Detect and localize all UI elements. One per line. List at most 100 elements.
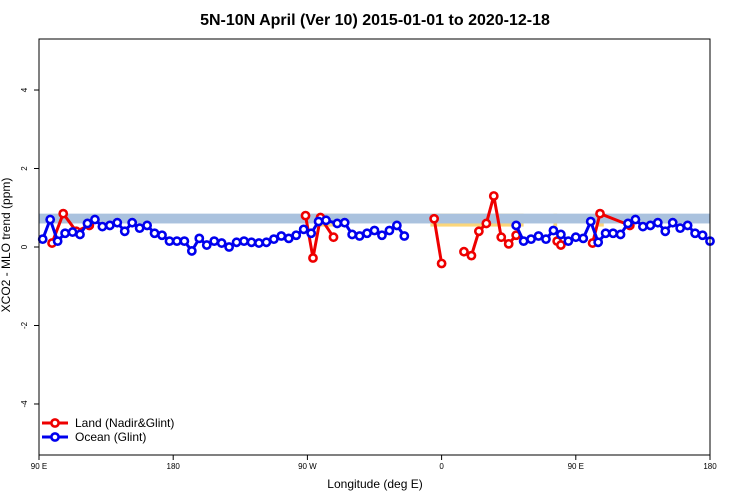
y-axis: -4 -2 0 2 4 [20, 87, 39, 408]
data-point [90, 214, 100, 225]
x-tick-label: 90 W [298, 462, 317, 471]
data-point [541, 234, 551, 245]
data-point [384, 225, 395, 236]
x-tick-label: 180 [703, 462, 717, 471]
legend-item: Land (Nadir&Glint) [42, 416, 174, 430]
data-point [119, 226, 130, 237]
data-point [652, 217, 663, 228]
data-point [488, 191, 499, 201]
x-axis-label: Longitude (deg E) [327, 477, 422, 491]
data-point [578, 233, 589, 244]
y-tick-label: 0 [20, 244, 29, 249]
data-point [518, 236, 529, 247]
reference-band [39, 213, 710, 224]
data-point [239, 236, 249, 247]
data-point [283, 233, 294, 244]
data-point [496, 232, 507, 243]
data-point [82, 218, 93, 229]
y-axis-label: XCO2 - MLO trend (ppm) [0, 178, 13, 313]
data-point [362, 228, 372, 239]
data-point [298, 224, 309, 235]
chart-title: 5N-10N April (Ver 10) 2015-01-01 to 2020… [200, 12, 550, 29]
data-point [339, 217, 350, 228]
data-point [261, 237, 272, 248]
data-point [347, 229, 358, 240]
data-point [313, 216, 324, 227]
x-tick-label: 180 [167, 462, 181, 471]
data-point [300, 210, 311, 221]
plot-frame [38, 38, 711, 456]
data-point [429, 213, 440, 224]
data-point [308, 253, 318, 263]
legend-marker [50, 418, 60, 428]
y-tick-label: 2 [20, 166, 29, 171]
data-point [332, 218, 343, 229]
data-point [75, 229, 85, 240]
data-point [436, 258, 447, 269]
data-point [548, 225, 559, 236]
data-point [231, 237, 242, 248]
data-point [533, 231, 544, 241]
data-point [675, 223, 686, 234]
x-tick-label: 90 E [31, 462, 47, 471]
data-point [164, 236, 175, 247]
data-point [391, 220, 402, 231]
legend-label: Land (Nadir&Glint) [75, 416, 174, 430]
data-point [667, 217, 678, 228]
data-point [328, 232, 339, 243]
data-point [690, 228, 700, 239]
data-point [149, 228, 160, 239]
data-point [595, 208, 605, 219]
data-point [67, 227, 78, 237]
data-point [459, 246, 469, 257]
data-point [377, 230, 387, 241]
data-point [608, 228, 618, 239]
legend-label: Ocean (Glint) [75, 430, 146, 444]
data-point [291, 230, 302, 241]
data-point [142, 220, 153, 231]
series-layer [37, 191, 715, 269]
data-point [697, 230, 708, 241]
data-point [134, 223, 145, 234]
data-point [555, 229, 566, 240]
data-point [354, 231, 365, 241]
data-point [172, 236, 182, 247]
data-point [194, 233, 205, 244]
data-point [246, 237, 257, 248]
legend-marker [50, 432, 60, 442]
data-point [526, 234, 536, 245]
data-point [112, 217, 123, 228]
data-point [503, 238, 514, 249]
data-point [52, 236, 63, 247]
data-point [37, 234, 48, 245]
x-tick-label: 90 E [568, 462, 584, 471]
data-point [481, 218, 492, 229]
data-point [216, 238, 227, 248]
data-point [399, 231, 410, 241]
data-point [593, 237, 604, 248]
data-point [369, 225, 380, 236]
data-point [97, 221, 108, 232]
data-point [638, 221, 648, 232]
data-point [473, 226, 484, 237]
data-point [555, 240, 566, 250]
data-point [585, 216, 596, 227]
y-tick-label: -2 [20, 321, 29, 329]
x-tick-label: 0 [439, 462, 444, 471]
data-point [600, 228, 611, 239]
data-point [563, 236, 574, 247]
ocean-series [37, 214, 715, 256]
data-point [321, 215, 331, 226]
data-point [127, 217, 138, 228]
data-point [58, 208, 69, 219]
data-point [623, 218, 633, 229]
legend: Land (Nadir&Glint)Ocean (Glint) [42, 416, 174, 444]
data-point [224, 242, 235, 252]
data-point [201, 240, 212, 250]
data-point [660, 226, 671, 237]
data-point [570, 232, 581, 243]
data-point [682, 220, 693, 231]
data-point [645, 220, 656, 231]
data-point [60, 228, 70, 239]
